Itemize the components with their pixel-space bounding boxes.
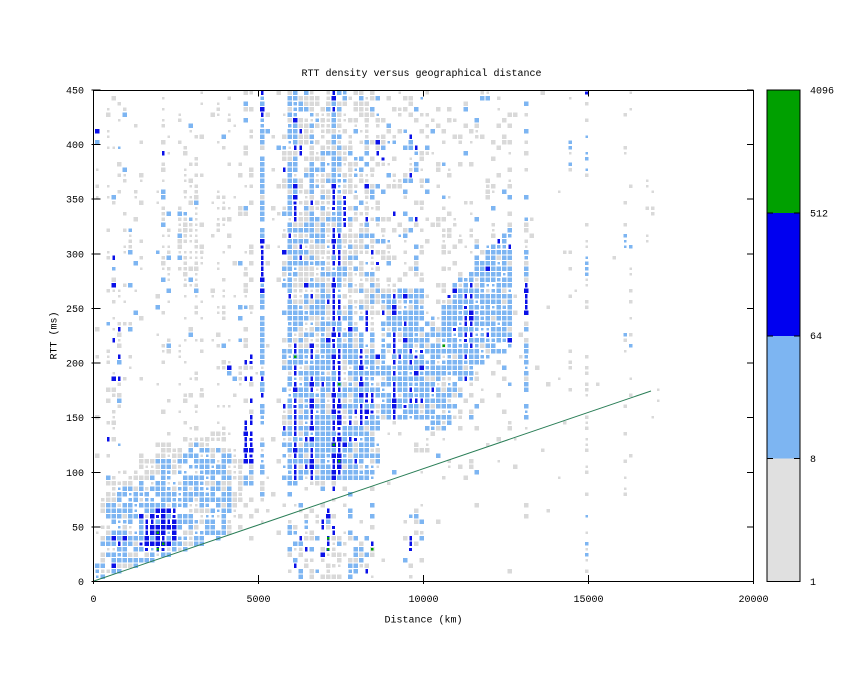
svg-text:20000: 20000 bbox=[738, 595, 768, 606]
svg-text:5000: 5000 bbox=[246, 595, 270, 606]
svg-text:0: 0 bbox=[78, 578, 84, 589]
svg-text:64: 64 bbox=[810, 332, 822, 343]
svg-text:400: 400 bbox=[66, 141, 84, 152]
svg-text:0: 0 bbox=[90, 595, 96, 606]
svg-text:10000: 10000 bbox=[408, 595, 438, 606]
svg-text:RTT density versus geographica: RTT density versus geographical distance bbox=[301, 68, 541, 80]
svg-text:1: 1 bbox=[810, 578, 816, 589]
svg-text:8: 8 bbox=[810, 455, 816, 466]
svg-text:15000: 15000 bbox=[573, 595, 603, 606]
svg-text:350: 350 bbox=[66, 196, 84, 207]
svg-text:200: 200 bbox=[66, 360, 84, 371]
svg-text:Distance (km): Distance (km) bbox=[384, 615, 462, 627]
svg-text:250: 250 bbox=[66, 305, 84, 316]
svg-text:450: 450 bbox=[66, 87, 84, 98]
svg-text:100: 100 bbox=[66, 469, 84, 480]
svg-text:RTT (ms): RTT (ms) bbox=[49, 311, 61, 359]
svg-text:512: 512 bbox=[810, 209, 828, 220]
svg-text:4096: 4096 bbox=[810, 87, 834, 98]
svg-text:300: 300 bbox=[66, 250, 84, 261]
svg-text:150: 150 bbox=[66, 414, 84, 425]
svg-text:50: 50 bbox=[72, 523, 84, 534]
